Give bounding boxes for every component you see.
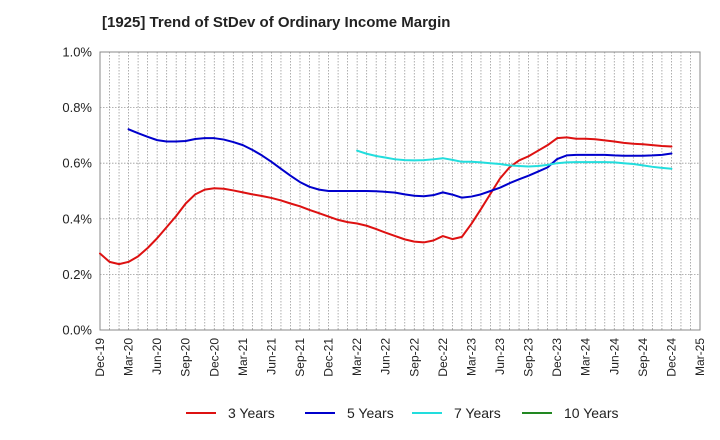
series-line-7-years — [356, 149, 673, 170]
x-tick-label: Jun-24 — [607, 338, 621, 375]
x-tick-label: Sep-22 — [407, 338, 421, 377]
x-tick-label: Mar-21 — [236, 338, 250, 376]
x-tick-label: Jun-21 — [264, 338, 278, 375]
x-tick-label: Dec-22 — [436, 338, 450, 377]
legend-label-10-years: 10 Years — [564, 405, 619, 421]
series-line-3-years — [99, 136, 673, 266]
series-line-5-years — [127, 128, 673, 199]
y-tick-label: 0.4% — [62, 211, 92, 226]
x-tick-label: Mar-25 — [693, 338, 707, 376]
y-tick-label: 0.2% — [62, 267, 92, 282]
legend-item-10-years: 10 Years — [522, 405, 619, 421]
y-tick-label: 0.0% — [62, 323, 92, 338]
x-tick-label: Sep-23 — [522, 338, 536, 377]
x-tick-label: Sep-21 — [293, 338, 307, 377]
legend-swatch-3-years — [186, 412, 216, 414]
x-tick-label: Jun-22 — [379, 338, 393, 375]
legend-swatch-7-years — [412, 412, 442, 414]
x-tick-label: Dec-21 — [322, 338, 336, 377]
tick-labels: 0.0% 0.2% 0.4% 0.6% 0.8% 1.0% Dec-19 Mar-20 Jun-… — [62, 45, 707, 377]
x-tick-label: Sep-20 — [179, 338, 193, 377]
x-tick-label: Mar-20 — [122, 338, 136, 376]
grid — [100, 52, 700, 330]
x-tick-label: Dec-24 — [664, 338, 678, 377]
series-lines — [99, 128, 673, 266]
x-tick-label: Mar-22 — [350, 338, 364, 376]
x-tick-label: Dec-19 — [93, 338, 107, 377]
legend-label-7-years: 7 Years — [454, 405, 501, 421]
x-tick-label: Sep-24 — [636, 338, 650, 377]
y-tick-label: 1.0% — [62, 45, 92, 60]
x-tick-label: Mar-23 — [464, 338, 478, 376]
legend-swatch-5-years — [305, 412, 335, 414]
legend-item-5-years: 5 Years — [305, 405, 394, 421]
legend-item-3-years: 3 Years — [186, 405, 275, 421]
legend-label-5-years: 5 Years — [347, 405, 394, 421]
x-tick-label: Mar-24 — [579, 338, 593, 376]
legend-item-7-years: 7 Years — [412, 405, 501, 421]
y-tick-label: 0.6% — [62, 156, 92, 171]
legend-swatch-10-years — [522, 412, 552, 414]
axes — [99, 51, 701, 331]
plot-area-frame — [99, 51, 701, 331]
x-tick-label: Dec-20 — [207, 338, 221, 377]
x-tick-label: Jun-23 — [493, 338, 507, 375]
legend-label-3-years: 3 Years — [228, 405, 275, 421]
x-tick-label: Dec-23 — [550, 338, 564, 377]
y-tick-label: 0.8% — [62, 100, 92, 115]
chart-title: [1925] Trend of StDev of Ordinary Income… — [102, 14, 451, 31]
x-tick-label: Jun-20 — [150, 338, 164, 375]
